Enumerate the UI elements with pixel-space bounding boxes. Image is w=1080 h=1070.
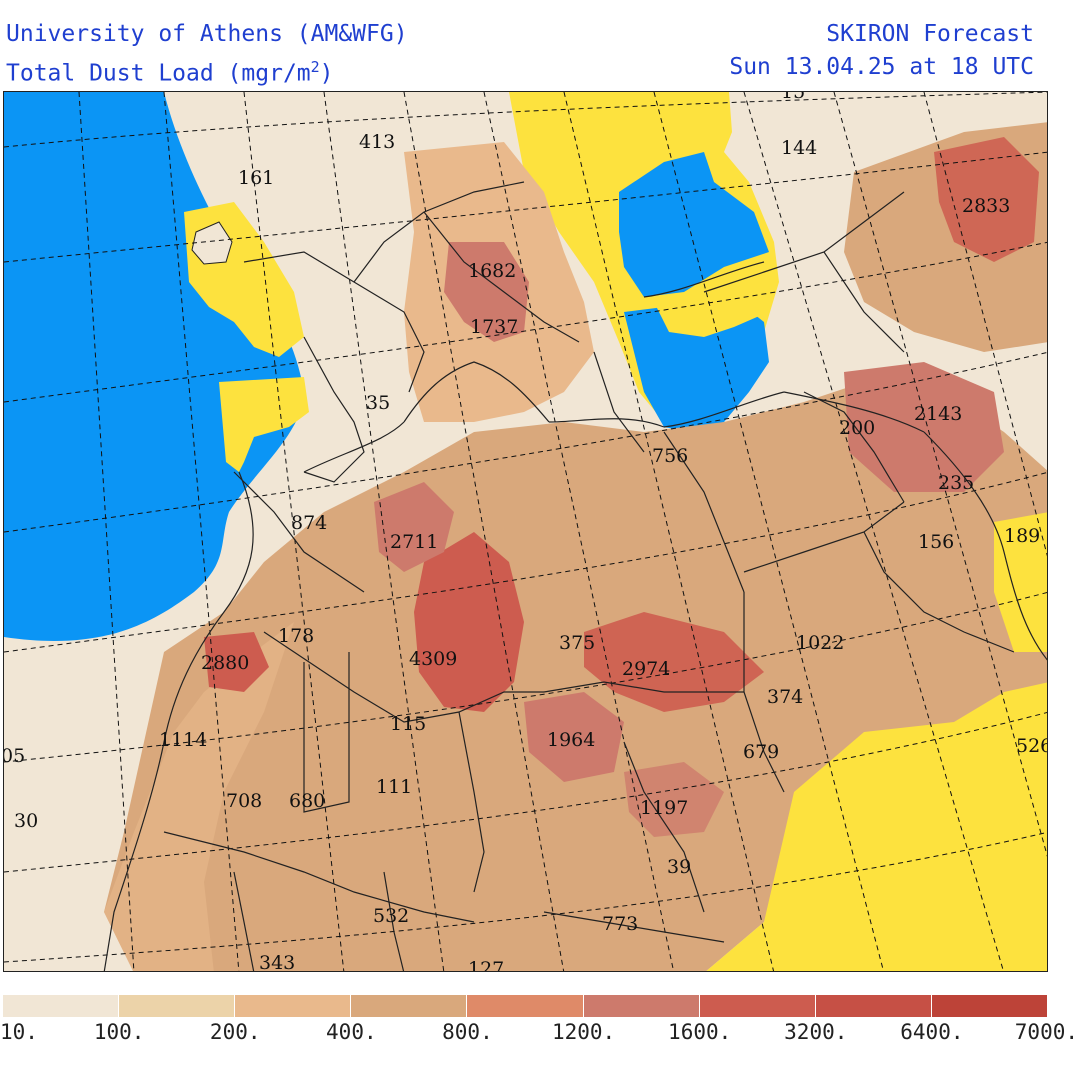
unit-superscript: 2: [310, 58, 320, 76]
legend-swatch: [235, 995, 352, 1017]
dust-core-2880: [204, 632, 269, 692]
map-value-label: 111: [376, 776, 412, 798]
legend-swatch: [583, 995, 700, 1017]
anatolia: [654, 292, 764, 337]
map-value-label: 15: [781, 92, 805, 103]
legend-swatch: [351, 995, 468, 1017]
legend-tick-label: 3200.: [784, 1020, 848, 1044]
sahara-dust-outer: [104, 622, 294, 971]
map-value-label: 874: [291, 512, 327, 534]
institution-title: University of Athens (AM&WFG): [6, 21, 408, 47]
map-value-label: 680: [289, 790, 325, 812]
map-value-label: 374: [767, 686, 803, 708]
map-value-label: 2143: [914, 403, 962, 425]
aegean-sea: [624, 302, 769, 432]
map-value-label: 30: [14, 810, 38, 832]
dust-value-labels: 15 144 161 413 2833 1682 1737 35 200 214…: [4, 92, 1048, 972]
balkan-dust-core: [444, 242, 529, 342]
map-value-label: 156: [918, 531, 954, 553]
dust-map-canvas: 15 144 161 413 2833 1682 1737 35 200 214…: [4, 92, 1048, 972]
graticule: [4, 92, 1047, 971]
legend-tick-label: 800.: [442, 1020, 493, 1044]
map-value-label: 2880: [201, 652, 249, 674]
coastlines: [103, 261, 1047, 971]
map-value-label: 708: [226, 790, 262, 812]
map-value-label: 773: [602, 913, 638, 935]
map-title-block: University of Athens (AM&WFG) Total Dust…: [6, 18, 408, 91]
legend-tick-label: 10.: [0, 1020, 38, 1044]
map-value-label: 4309: [409, 648, 457, 670]
map-value-label: 532: [373, 905, 409, 927]
map-value-label: 413: [359, 131, 395, 153]
variable-title-text: Total Dust Load (mgr/m: [6, 60, 311, 87]
legend-swatch: [815, 995, 932, 1017]
legend-tick-label: 1600.: [668, 1020, 732, 1044]
legend-tick-label: 6400.: [900, 1020, 964, 1044]
map-value-label: 200: [839, 417, 875, 439]
ireland: [191, 221, 233, 265]
forecast-info: SKIRON Forecast Sun 13.04.25 at 18 UTC: [729, 18, 1034, 84]
legend-tick-label: 200.: [209, 1020, 261, 1044]
map-value-label: 1114: [159, 729, 207, 751]
map-value-label: 1022: [796, 632, 844, 654]
map-value-label: 1682: [468, 260, 516, 282]
map-value-label: 144: [781, 137, 817, 159]
legend-tick-label: 400.: [326, 1020, 377, 1044]
russia-dust-core: [934, 137, 1039, 262]
legend-swatch: [467, 995, 584, 1017]
legend-tick-label: 7000.: [1014, 1020, 1078, 1044]
black-sea: [619, 152, 769, 297]
map-value-label: 1737: [470, 316, 518, 338]
variable-title-suffix: ): [319, 60, 334, 87]
map-value-label: 05: [4, 745, 25, 767]
map-value-label: 235: [938, 472, 974, 494]
dust-core-2711: [374, 482, 454, 572]
iberia-low-dust: [219, 377, 309, 472]
variable-title: Total Dust Load (mgr/m2): [6, 51, 408, 91]
color-legend: [3, 995, 1048, 1017]
horn-low-dust: [994, 512, 1047, 652]
legend-swatch: [3, 995, 120, 1017]
map-value-label: 2974: [622, 658, 670, 680]
map-value-label: 2833: [962, 195, 1010, 217]
map-value-label: 679: [743, 741, 779, 763]
dust-core-1197: [624, 762, 724, 837]
map-value-label: 178: [278, 625, 314, 647]
atlantic-ocean: [4, 92, 304, 641]
east-africa-low-dust: [706, 682, 1047, 971]
forecast-time: Sun 13.04.25 at 18 UTC: [729, 54, 1034, 80]
legend-swatch: [931, 995, 1048, 1017]
dust-core-1964: [524, 692, 624, 782]
forecast-title: SKIRON Forecast: [826, 21, 1034, 47]
country-borders: [163, 181, 1015, 971]
map-value-label: 39: [667, 856, 691, 878]
map-value-label: 526: [1016, 735, 1048, 757]
map-value-label: 756: [652, 445, 688, 467]
map-value-label: 35: [366, 392, 390, 414]
map-value-label: 343: [259, 952, 295, 972]
map-value-label: 161: [238, 167, 274, 189]
dust-core-4309: [414, 532, 524, 712]
dust-core-2974: [584, 612, 764, 712]
map-value-label: 115: [390, 713, 426, 735]
map-value-label: 127: [468, 958, 504, 972]
map-value-label: 2711: [390, 531, 438, 553]
dust-core-2143: [844, 362, 1004, 492]
legend-swatch: [699, 995, 816, 1017]
map-value-label: 375: [559, 632, 595, 654]
legend-tick-label: 100.: [93, 1020, 145, 1044]
legend-swatch: [119, 995, 236, 1017]
sahara-dust: [104, 382, 1047, 971]
map-value-label: 189: [1004, 525, 1040, 547]
map-value-label: 1964: [547, 729, 595, 751]
map-value-label: 1197: [640, 797, 688, 819]
legend-tick-label: 1200.: [551, 1020, 616, 1044]
dust-map: 15 144 161 413 2833 1682 1737 35 200 214…: [3, 91, 1048, 972]
